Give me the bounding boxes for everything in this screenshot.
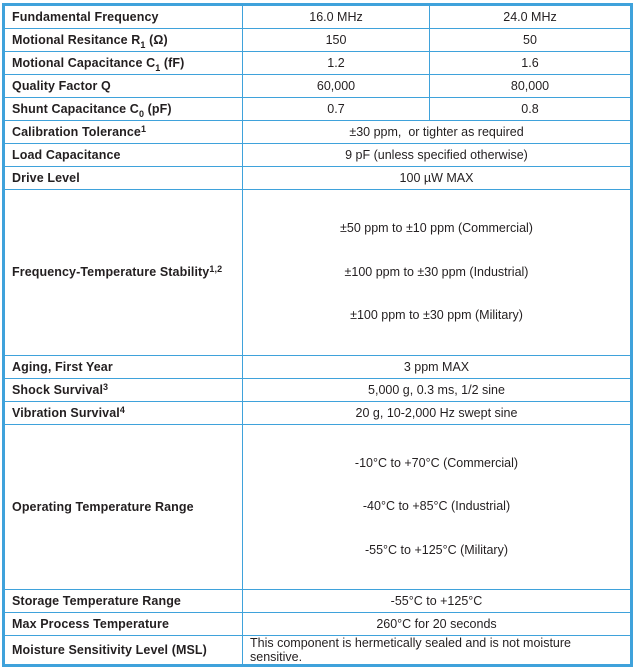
spec-label: Quality Factor Q	[12, 79, 111, 93]
table-row: Operating Temperature Range -10°C to +70…	[3, 423, 632, 590]
table-row: Shunt Capacitance C0 (pF) 0.7 0.8	[3, 97, 632, 121]
table-row: Motional Capacitance C1 (fF) 1.2 1.6	[3, 51, 632, 75]
spec-label-cell: Quality Factor Q	[3, 74, 243, 98]
spec-label-cell: Fundamental Frequency	[3, 4, 243, 29]
value-line: ±100 ppm to ±30 ppm (Military)	[350, 308, 523, 322]
table-row: Motional Resitance R1 (Ω) 150 50	[3, 28, 632, 52]
label-subscript: 1	[140, 40, 146, 50]
datasheet-page: Fundamental Frequency 16.0 MHz 24.0 MHz …	[2, 3, 633, 667]
spec-label: Storage Temperature Range	[12, 594, 181, 608]
spec-label-cell: Drive Level	[3, 166, 243, 190]
table-row: Moisture Sensitivity Level (MSL) This co…	[3, 635, 632, 666]
spec-value-cell: 20 g, 10-2,000 Hz swept sine	[242, 400, 632, 425]
spec-label-cell: Storage Temperature Range	[3, 589, 243, 613]
spec-value-cell: 60,000	[242, 74, 430, 98]
spec-value-cell: 5,000 g, 0.3 ms, 1/2 sine	[242, 377, 632, 402]
spec-label: Fundamental Frequency	[12, 10, 159, 24]
spec-value-cell: -10°C to +70°C (Commercial) -40°C to +85…	[242, 423, 632, 590]
spec-value-cell: 3 ppm MAX	[242, 354, 632, 379]
spec-label-cell: Max Process Temperature	[3, 612, 243, 636]
spec-label: Calibration Tolerance	[12, 125, 141, 139]
specifications-table: Fundamental Frequency 16.0 MHz 24.0 MHz …	[2, 3, 633, 667]
footnote-superscript: 1	[140, 124, 147, 134]
spec-label: Shunt Capacitance C	[12, 102, 139, 116]
spec-value-cell: 260°C for 20 seconds	[242, 612, 632, 636]
table-row: Load Capacitance 9 pF (unless specified …	[3, 143, 632, 167]
table-row: Quality Factor Q 60,000 80,000	[3, 74, 632, 98]
value-line: -40°C to +85°C (Industrial)	[362, 499, 511, 513]
spec-label-cell: Moisture Sensitivity Level (MSL)	[3, 635, 243, 666]
table-row: Calibration Tolerance1 ±30 ppm, or tight…	[3, 120, 632, 144]
spec-label-cell: Load Capacitance	[3, 143, 243, 167]
spec-label-cell: Motional Capacitance C1 (fF)	[3, 51, 243, 75]
spec-label: Max Process Temperature	[12, 617, 169, 631]
spec-value-cell: 1.6	[429, 51, 632, 75]
value-line: -10°C to +70°C (Commercial)	[354, 455, 519, 470]
spec-label-suffix: (Ω)	[145, 33, 168, 47]
spec-label: Drive Level	[12, 171, 80, 185]
spec-value-cell: 16.0 MHz	[242, 4, 430, 29]
spec-label-cell: Calibration Tolerance1	[3, 120, 243, 144]
table-row: Shock Survival3 5,000 g, 0.3 ms, 1/2 sin…	[3, 377, 632, 402]
spec-value-cell: 0.8	[429, 97, 632, 121]
spec-label: Motional Resitance R	[12, 33, 141, 47]
spec-label-suffix: (fF)	[160, 56, 185, 70]
label-subscript: 1	[155, 63, 161, 73]
table-row: Frequency-Temperature Stability1,2 ±50 p…	[3, 189, 632, 356]
spec-label-cell: Frequency-Temperature Stability1,2	[3, 189, 243, 356]
table-row: Storage Temperature Range -55°C to +125°…	[3, 589, 632, 613]
spec-value-cell: ±50 ppm to ±10 ppm (Commercial) ±100 ppm…	[242, 189, 632, 356]
spec-value-cell: 80,000	[429, 74, 632, 98]
footnote-superscript: 4	[119, 404, 125, 415]
value-line: ±50 ppm to ±10 ppm (Commercial)	[340, 221, 533, 235]
spec-label-cell: Operating Temperature Range	[3, 423, 243, 590]
spec-value-cell: 100 µW MAX	[242, 166, 632, 190]
spec-label: Shock Survival	[12, 382, 104, 397]
table-row: Drive Level 100 µW MAX	[3, 166, 632, 190]
spec-value-cell: This component is hermetically sealed an…	[242, 635, 632, 666]
spec-label: Vibration Survival	[12, 405, 120, 420]
value-line: ±100 ppm to ±30 ppm (Industrial)	[344, 264, 529, 279]
table-row: Max Process Temperature 260°C for 20 sec…	[3, 612, 632, 636]
spec-label-cell: Shock Survival3	[3, 377, 243, 402]
spec-label: Moisture Sensitivity Level (MSL)	[12, 643, 207, 657]
spec-value-cell: 0.7	[242, 97, 430, 121]
spec-label-cell: Shunt Capacitance C0 (pF)	[3, 97, 243, 121]
spec-label: Motional Capacitance C	[12, 56, 156, 70]
footnote-superscript: 1,2	[209, 264, 223, 275]
spec-value-cell: 1.2	[242, 51, 430, 75]
spec-value-cell: ±30 ppm, or tighter as required	[242, 120, 632, 144]
value-line: -55°C to +125°C (Military)	[364, 542, 509, 557]
table-row: Aging, First Year 3 ppm MAX	[3, 354, 632, 379]
spec-value-cell: 50	[429, 28, 632, 52]
spec-label: Frequency-Temperature Stability	[12, 265, 210, 280]
table-row: Vibration Survival4 20 g, 10-2,000 Hz sw…	[3, 400, 632, 425]
spec-value-cell: -55°C to +125°C	[242, 589, 632, 613]
spec-label: Operating Temperature Range	[12, 499, 194, 514]
footnote-superscript: 3	[103, 381, 109, 392]
spec-label-suffix: (pF)	[144, 102, 172, 116]
spec-label-cell: Vibration Survival4	[3, 400, 243, 425]
spec-label-cell: Aging, First Year	[3, 354, 243, 379]
spec-value-cell: 9 pF (unless specified otherwise)	[242, 143, 632, 167]
spec-label: Load Capacitance	[12, 148, 121, 162]
table-row: Fundamental Frequency 16.0 MHz 24.0 MHz	[3, 4, 632, 29]
spec-label-cell: Motional Resitance R1 (Ω)	[3, 28, 243, 52]
label-subscript: 0	[138, 109, 145, 119]
spec-value-cell: 24.0 MHz	[429, 4, 632, 29]
spec-value-cell: 150	[242, 28, 430, 52]
spec-label: Aging, First Year	[12, 359, 113, 374]
